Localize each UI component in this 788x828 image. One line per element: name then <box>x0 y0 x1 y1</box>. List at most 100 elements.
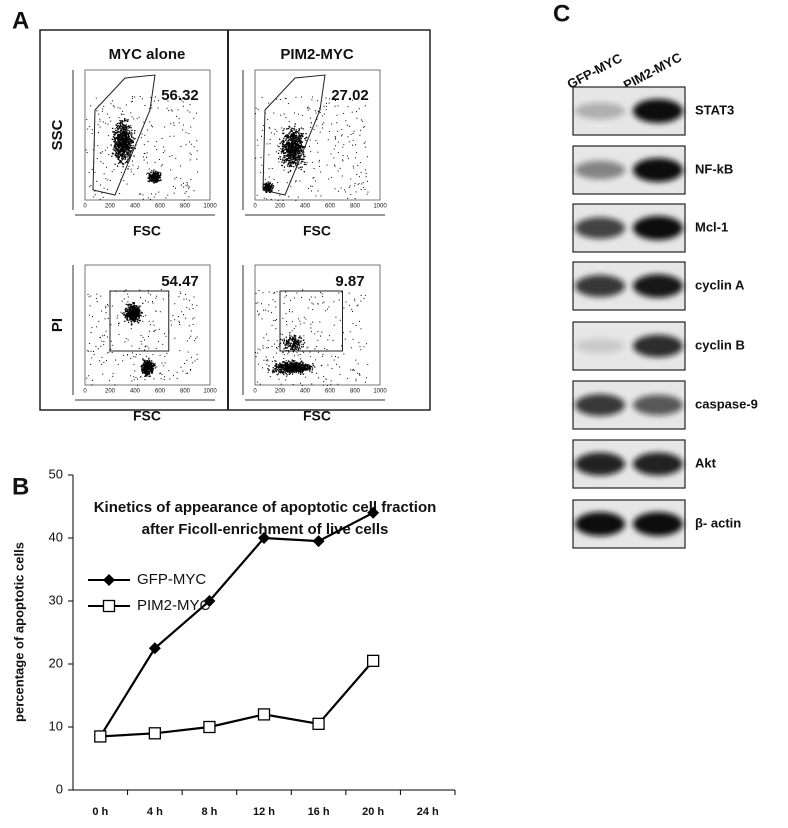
dot <box>181 185 182 186</box>
dot <box>275 371 276 372</box>
dot <box>289 309 290 310</box>
dot <box>319 108 320 109</box>
dot <box>310 352 311 353</box>
dot <box>156 181 157 182</box>
dot <box>271 190 272 191</box>
dot <box>302 290 303 291</box>
dot <box>290 145 291 146</box>
dot <box>284 166 285 167</box>
dot <box>333 340 334 341</box>
dot <box>345 301 346 302</box>
dot <box>187 340 188 341</box>
dot <box>125 154 126 155</box>
x-tick-label: 600 <box>155 389 166 395</box>
dot <box>301 346 302 347</box>
dot <box>294 134 295 135</box>
dot <box>119 120 120 121</box>
dot <box>334 164 335 165</box>
dot <box>273 320 274 321</box>
dot <box>128 148 129 149</box>
dot <box>298 363 299 364</box>
dot <box>132 96 133 97</box>
dot <box>347 198 348 199</box>
dot <box>257 302 258 303</box>
dot <box>133 364 134 365</box>
dot <box>135 377 136 378</box>
dot <box>101 341 102 342</box>
dot <box>356 174 357 175</box>
dot <box>187 182 188 183</box>
dot <box>315 195 316 196</box>
dot <box>98 124 99 125</box>
dot <box>343 307 344 308</box>
dot <box>98 348 99 349</box>
dot <box>285 98 286 99</box>
dot <box>127 132 128 133</box>
dot <box>106 312 107 313</box>
dot <box>288 343 289 344</box>
dot <box>140 297 141 298</box>
dot <box>285 148 286 149</box>
dot <box>116 146 117 147</box>
dot <box>92 380 93 381</box>
dot <box>126 304 127 305</box>
dot <box>338 292 339 293</box>
dot <box>187 373 188 374</box>
dot <box>130 307 131 308</box>
dot <box>284 160 285 161</box>
dot <box>357 305 358 306</box>
dot <box>267 359 268 360</box>
dot <box>364 298 365 299</box>
dot <box>308 366 309 367</box>
dot <box>340 320 341 321</box>
dot <box>108 318 109 319</box>
dot <box>287 182 288 183</box>
dot <box>282 200 283 201</box>
dot <box>286 324 287 325</box>
dot <box>148 376 149 377</box>
dot <box>297 139 298 140</box>
dot <box>289 311 290 312</box>
dot <box>293 367 294 368</box>
dot <box>150 324 151 325</box>
dot <box>113 149 114 150</box>
dot <box>275 307 276 308</box>
dot <box>100 199 101 200</box>
dot <box>284 367 285 368</box>
dot <box>107 189 108 190</box>
dot <box>296 143 297 144</box>
dot <box>312 309 313 310</box>
dot <box>296 136 297 137</box>
dot <box>139 290 140 291</box>
dot <box>309 108 310 109</box>
dot <box>272 361 273 362</box>
dot <box>131 324 132 325</box>
dot <box>291 362 292 363</box>
dot <box>123 158 124 159</box>
dot <box>291 371 292 372</box>
dot <box>155 367 156 368</box>
dot <box>266 356 267 357</box>
dot <box>282 160 283 161</box>
dot <box>132 116 133 117</box>
dot <box>272 372 273 373</box>
dot <box>287 371 288 372</box>
dot <box>334 149 335 150</box>
dot <box>322 124 323 125</box>
dot <box>299 138 300 139</box>
dot <box>285 370 286 371</box>
dot <box>291 372 292 373</box>
dot <box>286 360 287 361</box>
dot <box>152 126 153 127</box>
y-tick-label: 40 <box>49 529 63 544</box>
dot <box>151 360 152 361</box>
dot <box>353 167 354 168</box>
x-tick-label: 0 h <box>92 806 108 818</box>
dot <box>282 334 283 335</box>
dot <box>190 159 191 160</box>
dot <box>149 365 150 366</box>
dot <box>270 188 271 189</box>
dot <box>263 337 264 338</box>
dot <box>278 190 279 191</box>
dot <box>285 144 286 145</box>
